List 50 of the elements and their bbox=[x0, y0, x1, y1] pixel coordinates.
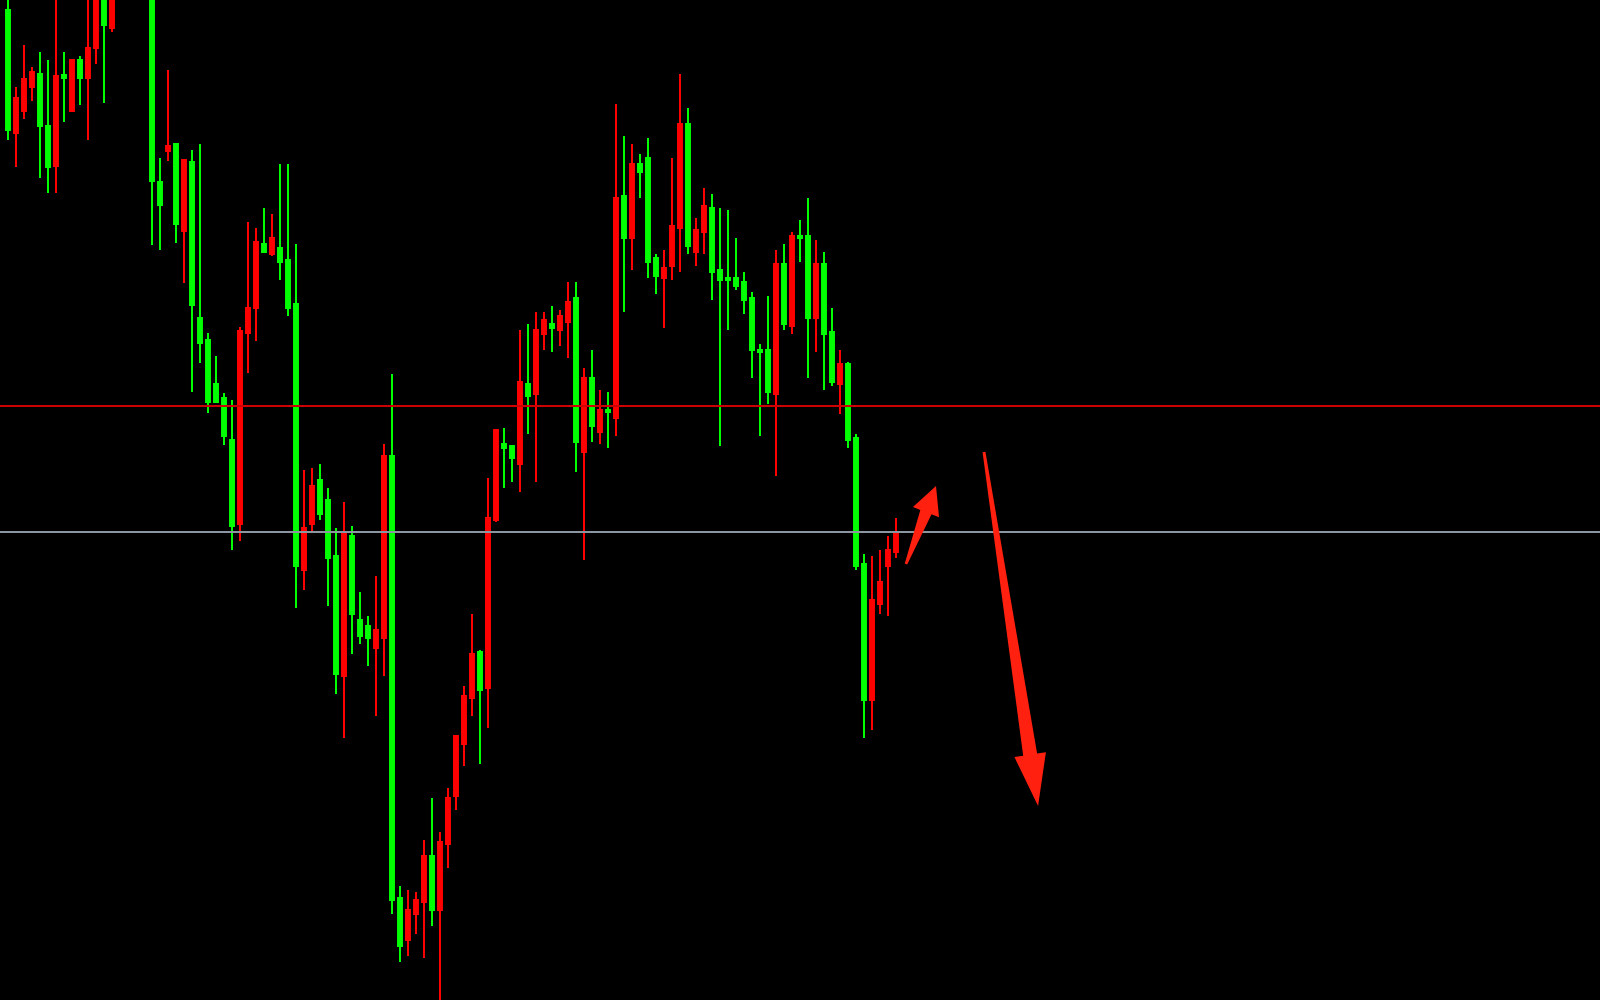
candlestick bbox=[781, 243, 787, 331]
candlestick bbox=[109, 0, 115, 33]
candlestick bbox=[85, 0, 91, 141]
candlestick bbox=[533, 311, 539, 483]
candlestick bbox=[501, 427, 507, 489]
candlestick bbox=[149, 0, 155, 246]
candlestick bbox=[165, 69, 171, 162]
candlestick bbox=[61, 51, 67, 123]
candlestick bbox=[685, 107, 691, 255]
candlestick bbox=[621, 135, 627, 313]
candlestick bbox=[349, 525, 355, 655]
candlestick bbox=[421, 839, 427, 959]
candlestick bbox=[789, 231, 795, 335]
candlestick bbox=[837, 349, 843, 415]
candlestick bbox=[677, 73, 683, 273]
candlestick bbox=[269, 213, 275, 257]
candlestick bbox=[189, 149, 195, 393]
candlestick bbox=[181, 159, 187, 284]
candlestick bbox=[77, 55, 83, 106]
candlestick bbox=[309, 467, 315, 533]
candlestick bbox=[605, 391, 611, 449]
candlestick bbox=[821, 251, 827, 391]
candlestick bbox=[525, 323, 531, 435]
candlestick bbox=[805, 197, 811, 379]
candlestick bbox=[261, 207, 267, 253]
candlestick bbox=[229, 399, 235, 551]
candlestick bbox=[773, 249, 779, 477]
candlestick bbox=[565, 281, 571, 359]
candlestick bbox=[405, 889, 411, 957]
candlestick bbox=[301, 469, 307, 591]
candlestick bbox=[813, 239, 819, 353]
candlestick bbox=[173, 143, 179, 244]
candlestick bbox=[53, 0, 59, 194]
candlestick bbox=[597, 389, 603, 445]
candlestick bbox=[589, 349, 595, 443]
candlestick bbox=[573, 281, 579, 473]
candlestick bbox=[341, 501, 347, 739]
candlestick bbox=[629, 143, 635, 271]
candlestick bbox=[581, 367, 587, 561]
candlestick bbox=[477, 649, 483, 765]
candlestick bbox=[869, 555, 875, 731]
candlestick bbox=[69, 58, 75, 113]
candlestick bbox=[429, 797, 435, 927]
candlestick bbox=[661, 249, 667, 329]
candlestick bbox=[517, 329, 523, 493]
candlestick bbox=[613, 103, 619, 437]
candlestick bbox=[101, 0, 107, 104]
candlestick bbox=[5, 0, 11, 141]
candlestick bbox=[549, 305, 555, 353]
candlestick bbox=[45, 59, 51, 194]
